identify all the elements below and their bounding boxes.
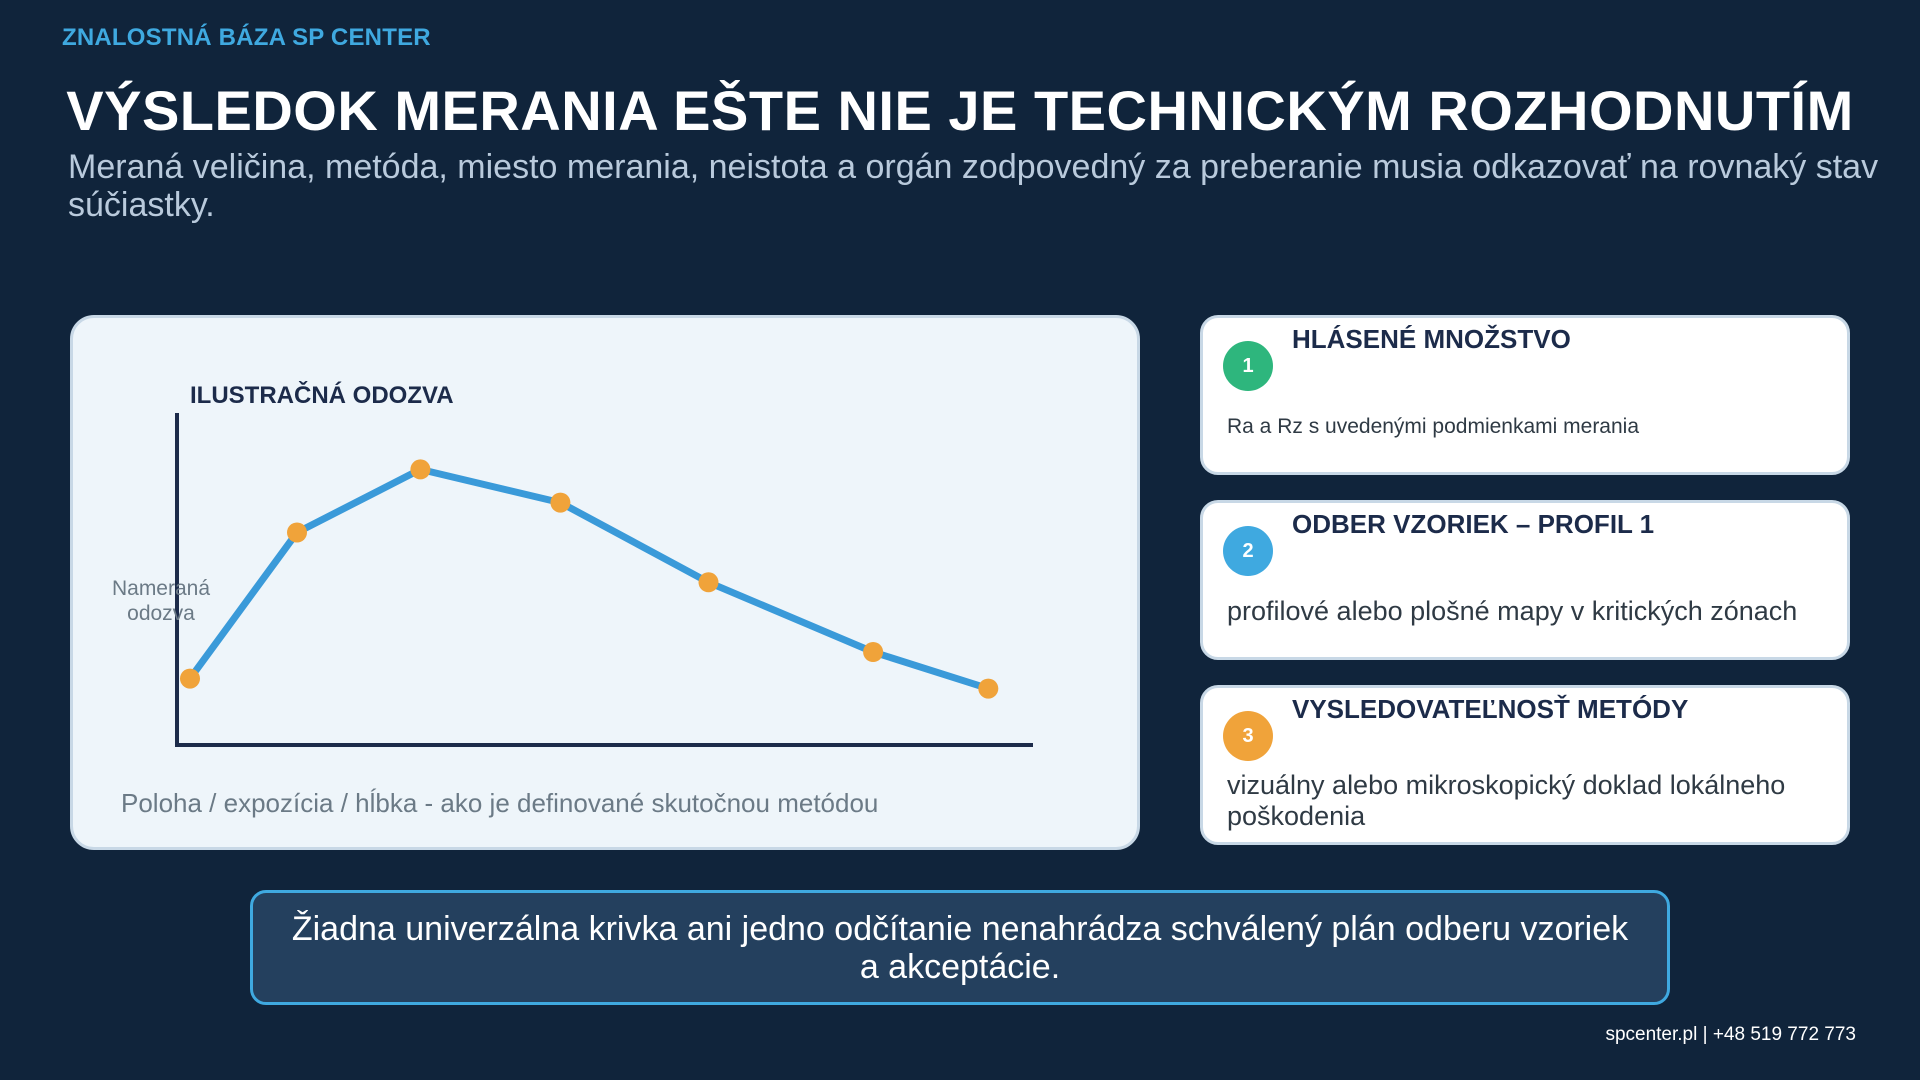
chart-panel: ILUSTRAČNÁ ODOZVA Nameraná odozva Poloha… xyxy=(70,315,1140,850)
data-point-5 xyxy=(698,572,719,593)
card-heading: HLÁSENÉ MNOŽSTVO xyxy=(1292,324,1571,354)
response-chart: ILUSTRAČNÁ ODOZVA Nameraná odozva Poloha… xyxy=(112,381,1033,818)
card-description: vizuálny alebo mikroskopický doklad loká… xyxy=(1227,770,1786,831)
card-heading: VYSLEDOVATEĽNOSŤ METÓDY xyxy=(1292,694,1689,724)
info-card-traceability: 3 VYSLEDOVATEĽNOSŤ METÓDY vizuálny alebo… xyxy=(1200,685,1850,845)
callout-text: Žiadna univerzálna krivka ani jedno odčí… xyxy=(291,909,1629,986)
data-point-6 xyxy=(863,642,884,662)
x-axis-label: Poloha / expozícia / hĺbka - ako je defi… xyxy=(121,788,878,818)
info-card-sampling: 2 ODBER VZORIEK – PROFIL 1 profilové ale… xyxy=(1200,500,1850,660)
card-description: Ra a Rz s uvedenými podmienkami merania xyxy=(1227,415,1640,438)
page-title: VÝSLEDOK MERANIA EŠTE NIE JE TECHNICKÝM … xyxy=(66,79,1854,142)
data-point-7 xyxy=(978,678,999,699)
data-point-1 xyxy=(180,668,200,689)
footer-contact: spcenter.pl | +48 519 772 773 xyxy=(1605,1024,1856,1045)
brand-label: ZNALOSTNÁ BÁZA SP CENTER xyxy=(62,24,431,51)
callout-box: Žiadna univerzálna krivka ani jedno odčí… xyxy=(250,890,1670,1005)
data-point-2 xyxy=(287,522,307,543)
step-badge-1: 1 xyxy=(1223,341,1273,391)
info-card-reported-quantity: 1 HLÁSENÉ MNOŽSTVO Ra a Rz s uvedenými p… xyxy=(1200,315,1850,475)
card-description: profilové alebo plošné mapy v kritických… xyxy=(1227,596,1798,626)
step-badge-2: 2 xyxy=(1223,526,1273,576)
y-axis-label-line-1: Nameraná xyxy=(112,577,210,600)
data-point-4 xyxy=(550,492,571,513)
chart-title: ILUSTRAČNÁ ODOZVA xyxy=(190,381,454,409)
page-subtitle: Meraná veličina, metóda, miesto merania,… xyxy=(68,148,1879,224)
y-axis-label-line-2: odozva xyxy=(127,602,195,625)
card-heading: ODBER VZORIEK – PROFIL 1 xyxy=(1292,509,1655,539)
step-badge-3: 3 xyxy=(1223,711,1273,761)
data-point-3 xyxy=(410,459,431,480)
response-series-markers xyxy=(180,459,999,699)
